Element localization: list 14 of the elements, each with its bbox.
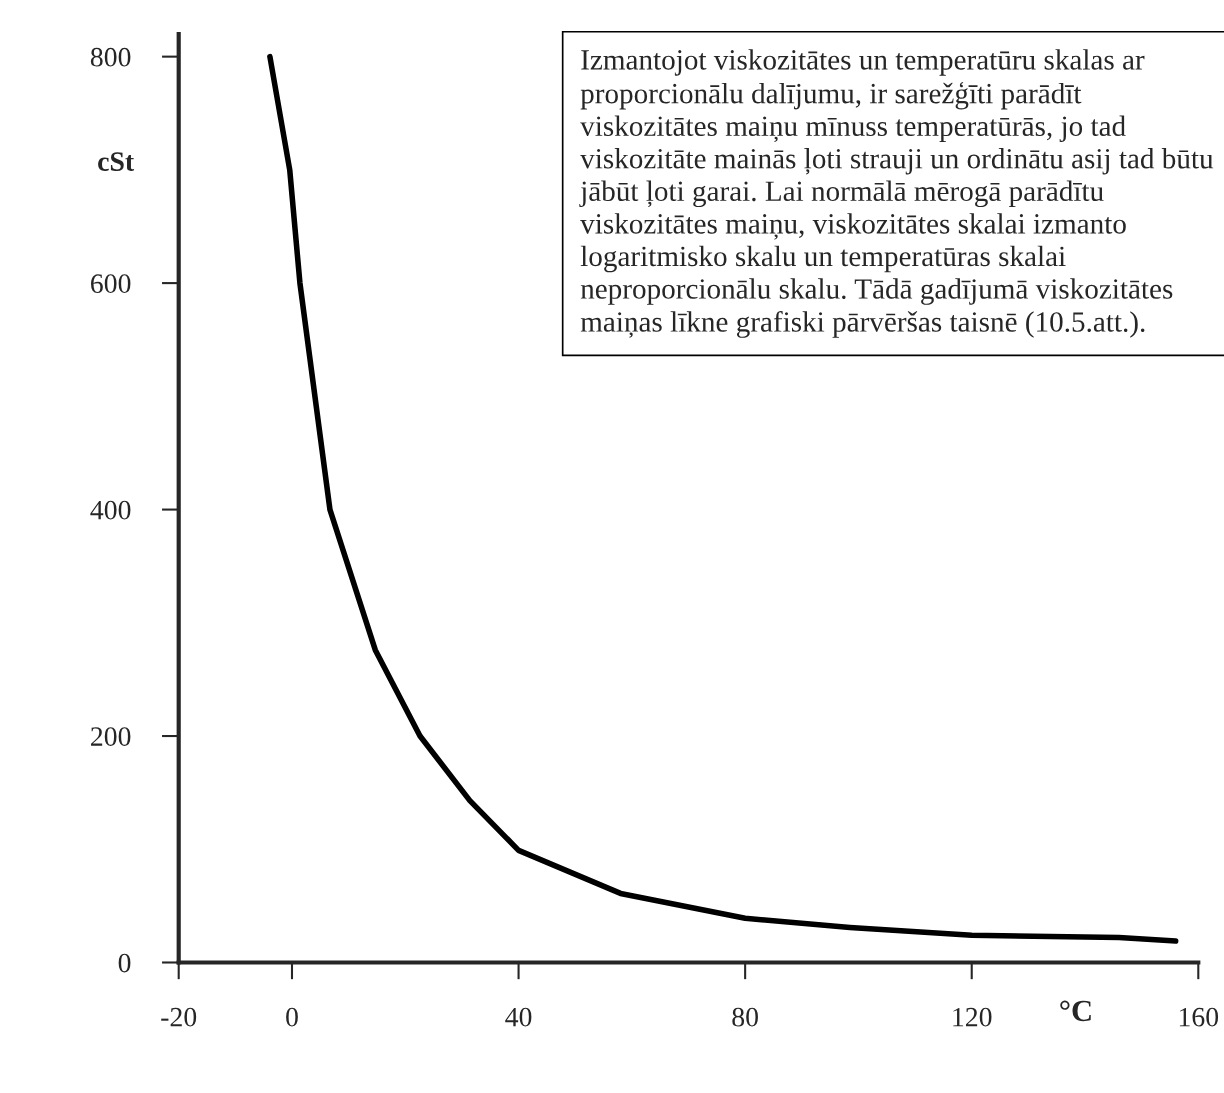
y-tick-label: 600 bbox=[91, 274, 131, 294]
y-tick-label: 200 bbox=[91, 727, 131, 746]
y-tick-label: 400 bbox=[90, 500, 131, 520]
x-tick-label: 120 bbox=[953, 1007, 992, 1027]
x-tick-label: -20 bbox=[161, 1007, 197, 1027]
x-tick-label: 0 bbox=[286, 1007, 298, 1027]
y-axis-title: cSt bbox=[98, 152, 135, 171]
text: Izmantojot viskozitātes un temperatūru skalas ar proporcionālu dalījumu, ir sarežģīti parādīt viskozitātes maiņu mīnuss temperatūrās, jo tad viskozitāte mainās ļoti strauji un ordinātu asij tad būtu jābūt ļoti garai. Lai normālā mērogā parādītu viskozitātes maiņu, viskozitātes skalai izmanto logaritmisko skalu un temperatūras skalai neproporcionālu skalu. Tādā gadījumā viskozitātes maiņas līkne grafiski pārvēršas taisnē (10.5.att.). bbox=[579, 49, 1214, 338]
y-tick-label: 800 bbox=[90, 47, 131, 67]
y-tick-label: 0 bbox=[118, 953, 131, 973]
x-tick-label: 160 bbox=[1179, 1007, 1219, 1027]
x-axis-title: °C bbox=[1060, 1000, 1091, 1022]
x-tick-label: 40 bbox=[505, 1007, 532, 1027]
x-tick-label: 80 bbox=[732, 1007, 758, 1027]
